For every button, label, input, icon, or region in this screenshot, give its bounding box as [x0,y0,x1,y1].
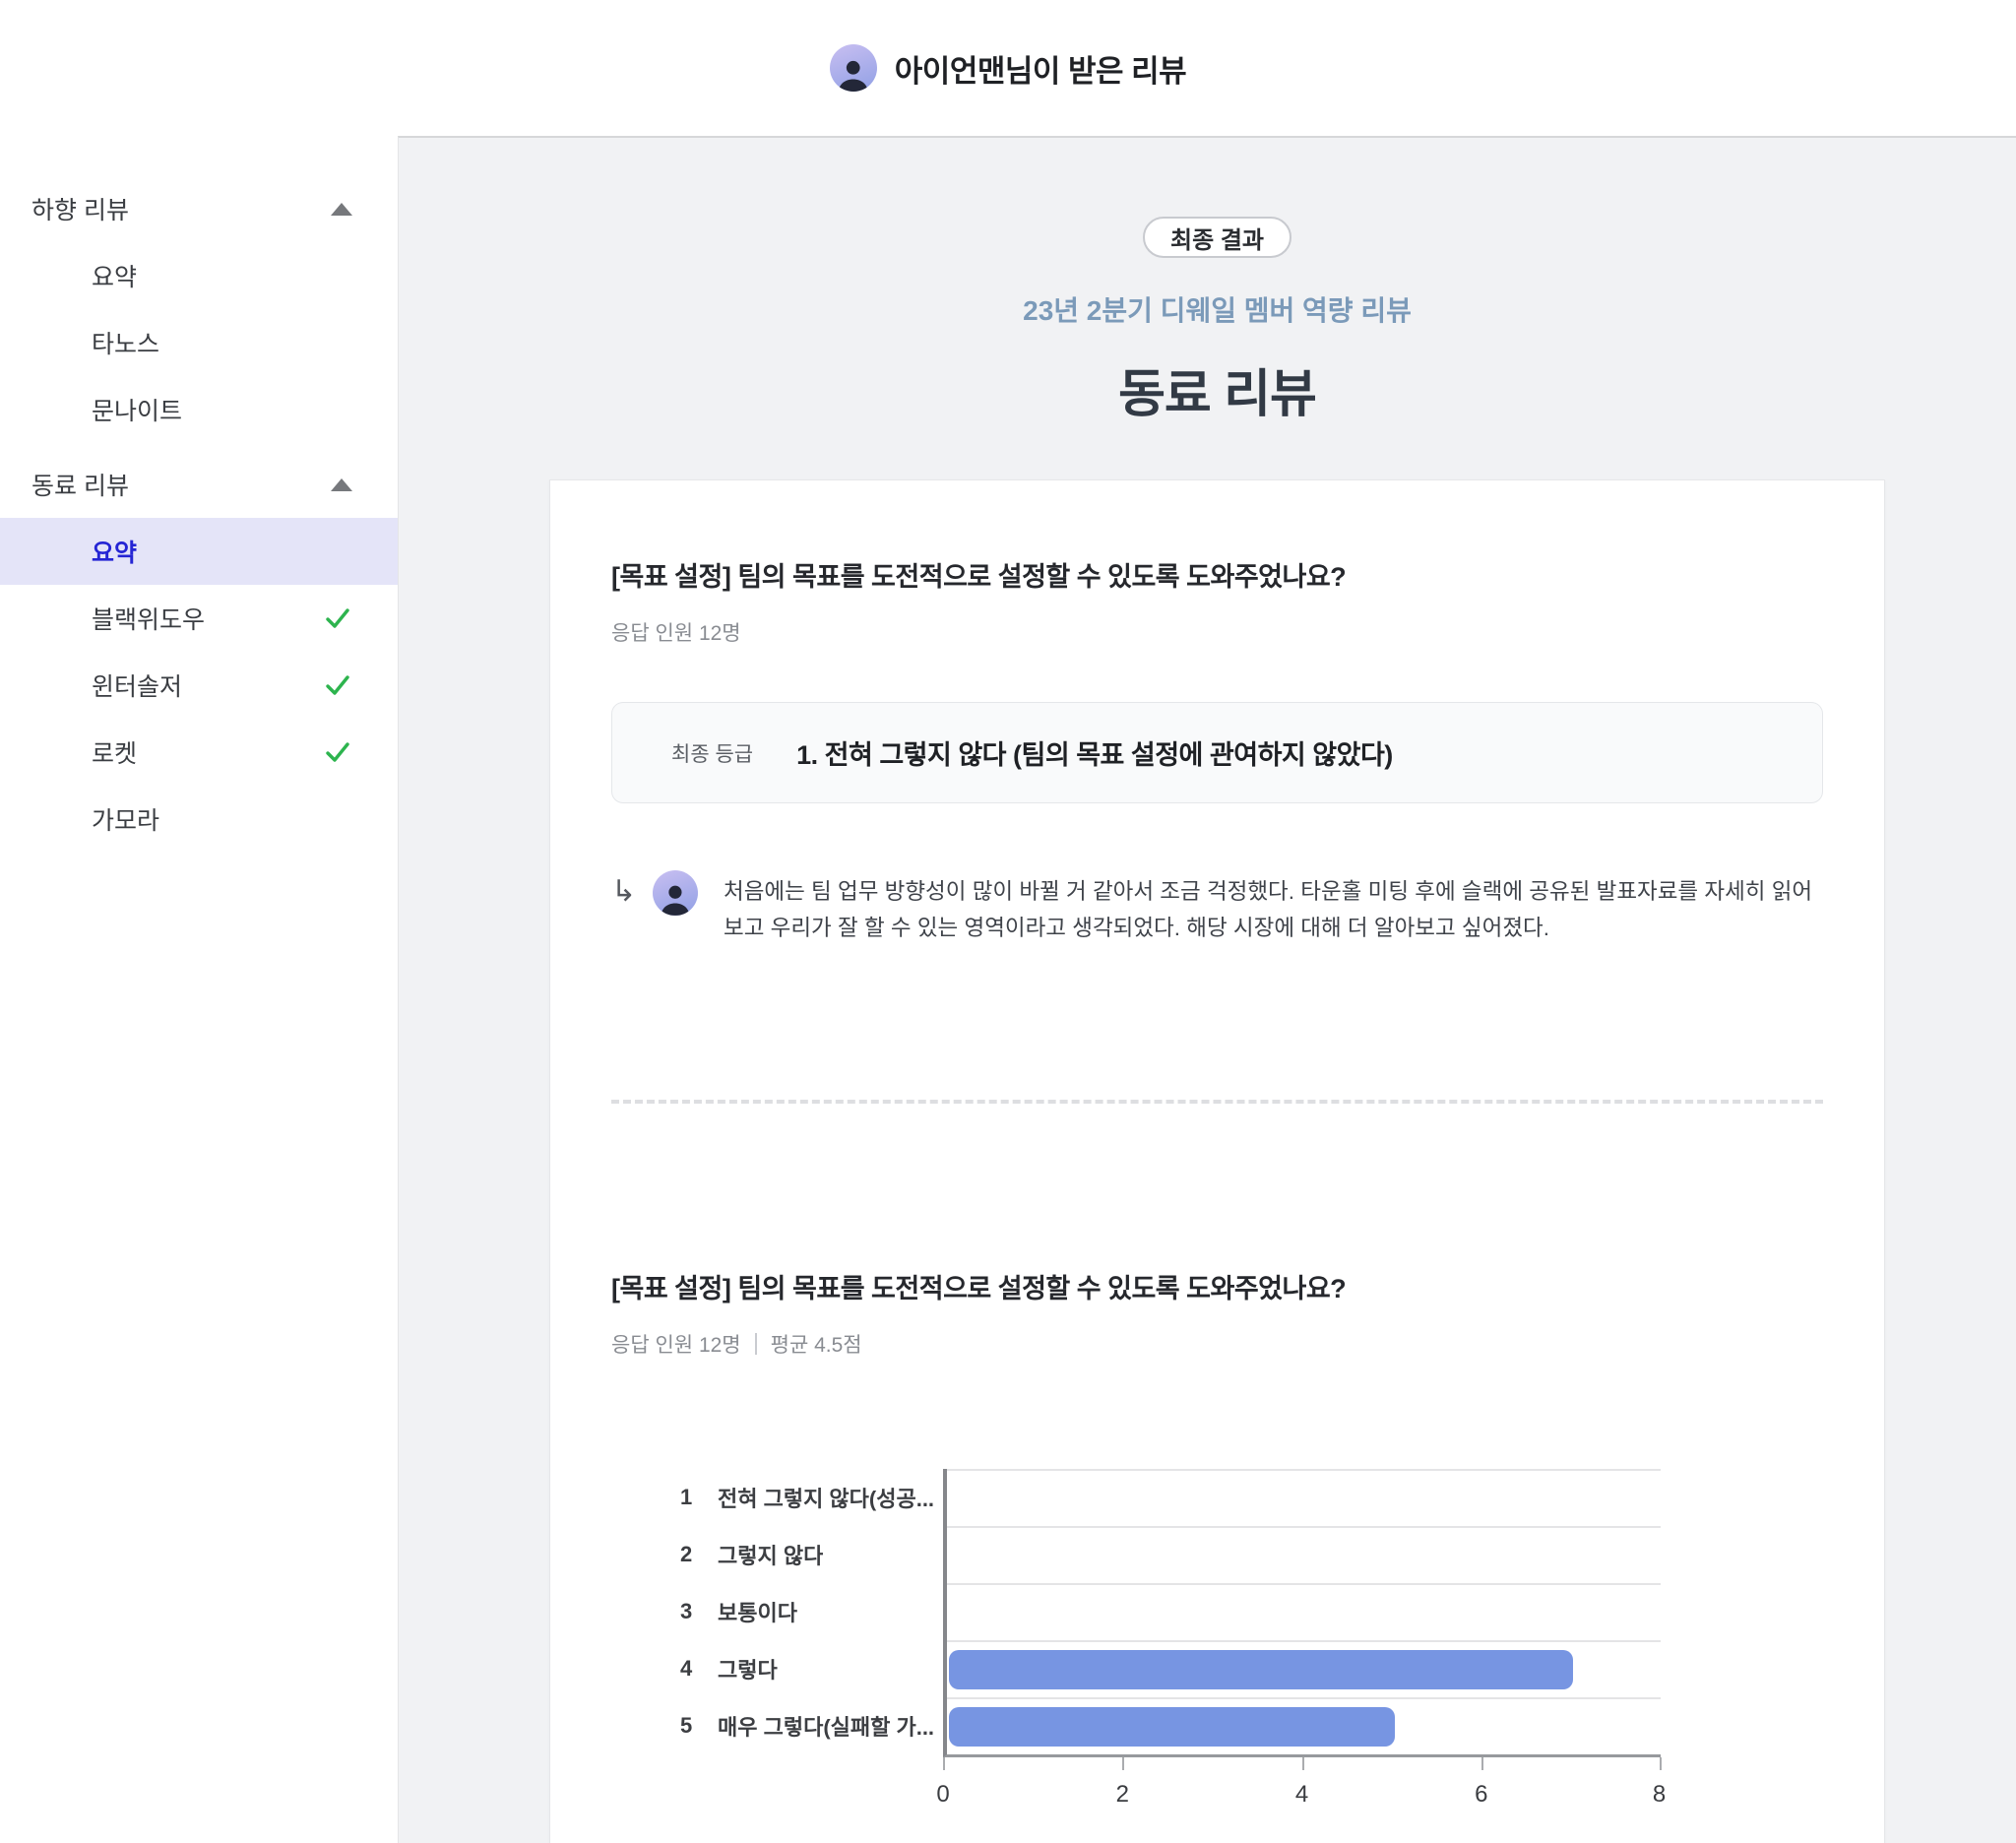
respondent-count: 응답 인원 12명 [611,1334,741,1357]
sidebar-item-gamora[interactable]: 가모라 [0,786,398,853]
comment-row: ↳ 처음에는 팀 업무 방향성이 많이 바뀔 거 같아서 조금 걱정했다. 타운… [611,870,1823,946]
sidebar-item-label: 가모라 [92,807,160,835]
sidebar-item-rocket[interactable]: 로켓 [0,719,398,786]
check-icon [326,675,349,695]
sidebar-item-label: 로켓 [92,740,138,768]
commenter-avatar [653,870,698,916]
sidebar-item-peer-summary[interactable]: 요약 [0,518,398,585]
chart-category-labels: 1 전혀 그렇지 않다(성공... 2 그렇지 않다 3 보통이다 [680,1469,943,1757]
section-divider [611,1100,1823,1104]
chart-plot-area [943,1469,1661,1757]
sidebar: 하향 리뷰 요약 타노스 문나이트 동료 리뷰 요약 블랙위도우 윈터솔저 [0,136,398,1843]
page-header: 아이언맨님이 받은 리뷰 [0,0,2016,136]
comment-text: 처음에는 팀 업무 방향성이 많이 바뀔 거 같아서 조금 걱정했다. 타운홀 … [724,879,1813,940]
sidebar-item-label: 문나이트 [92,398,183,425]
chart-band [947,1526,1661,1583]
sidebar-item-label: 윈터솔저 [92,673,183,701]
sidebar-item-label: 요약 [92,540,138,567]
average-score: 평균 4.5점 [770,1334,862,1357]
sidebar-item-moonknight[interactable]: 문나이트 [0,376,398,443]
axis-tick [1301,1757,1304,1770]
sidebar-item-blackwidow[interactable]: 블랙위도우 [0,585,398,652]
question-1-meta: 응답 인원 12명 [611,617,1823,647]
review-cycle-subtitle: 23년 2분기 디웨일 멤버 역량 리뷰 [1023,295,1412,326]
axis-tick [1480,1757,1483,1770]
chart-x-axis: 0 2 4 6 8 [936,1757,1666,1816]
final-grade-value: 1. 전혀 그렇지 않다 (팀의 목표 설정에 관여하지 않았다) [796,740,1393,770]
chart-bar [949,1650,1574,1689]
triangle-up-icon[interactable] [331,202,352,216]
score-distribution-chart: 1 전혀 그렇지 않다(성공... 2 그렇지 않다 3 보통이다 [680,1469,1666,1816]
axis-tick-label: 4 [1294,1781,1309,1808]
axis-tick [1122,1757,1125,1770]
sidebar-item-wintersoldier[interactable]: 윈터솔저 [0,652,398,719]
respondent-count: 응답 인원 12명 [611,622,741,645]
sidebar-item-label: 타노스 [92,331,160,358]
review-result-card: [목표 설정] 팀의 목표를 도전적으로 설정할 수 있도록 도와주었나요? 응… [549,479,1885,1843]
sidebar-section-peer-review[interactable]: 동료 리뷰 [0,451,398,518]
chart-category: 2 그렇지 않다 [680,1542,824,1568]
reply-arrow-icon: ↳ [611,875,637,908]
axis-tick-label: 2 [1115,1781,1129,1808]
check-icon [326,608,349,628]
axis-tick-label: 6 [1475,1781,1488,1808]
person-silhouette-icon [661,885,690,916]
meta-separator [754,1333,757,1355]
final-grade-label: 최종 등급 [671,742,754,766]
sidebar-item-label: 블랙위도우 [92,606,206,634]
chart-band [947,1640,1661,1697]
sidebar-section-downward-review[interactable]: 하향 리뷰 [0,175,398,242]
axis-tick-label: 0 [936,1781,950,1808]
sidebar-item-label: 요약 [92,264,138,291]
person-silhouette-icon [838,60,868,92]
sidebar-item-downward-summary[interactable]: 요약 [0,242,398,309]
chart-band [947,1469,1661,1526]
question-1-title: [목표 설정] 팀의 목표를 도전적으로 설정할 수 있도록 도와주었나요? [611,562,1347,592]
axis-tick [1659,1757,1662,1770]
chart-category: 1 전혀 그렇지 않다(성공... [680,1485,935,1511]
chart-category: 5 매우 그렇다(실패할 가... [680,1713,935,1740]
question-2-title: [목표 설정] 팀의 목표를 도전적으로 설정할 수 있도록 도와주었나요? [611,1274,1347,1303]
axis-tick-label: 8 [1652,1781,1667,1808]
page-title: 아이언맨님이 받은 리뷰 [894,53,1187,89]
sidebar-item-thanos[interactable]: 타노스 [0,309,398,376]
user-avatar [829,44,877,92]
chart-bar [949,1707,1396,1747]
final-grade-box: 최종 등급 1. 전혀 그렇지 않다 (팀의 목표 설정에 관여하지 않았다) [611,702,1823,803]
axis-tick [943,1757,945,1770]
sidebar-section-label: 하향 리뷰 [32,197,129,224]
triangle-up-icon[interactable] [331,477,352,491]
question-2-meta: 응답 인원 12명 평균 4.5점 [611,1329,1823,1359]
main-panel: 최종 결과 23년 2분기 디웨일 멤버 역량 리뷰 동료 리뷰 [목표 설정]… [398,136,2016,1843]
chart-band [947,1697,1661,1754]
peer-review-title: 동료 리뷰 [1118,366,1317,423]
chart-category: 4 그렇다 [680,1656,778,1683]
chart-band [947,1583,1661,1640]
sidebar-section-label: 동료 리뷰 [32,473,129,500]
check-icon [326,742,349,762]
final-result-badge: 최종 결과 [1143,217,1292,258]
chart-category: 3 보통이다 [680,1599,797,1625]
